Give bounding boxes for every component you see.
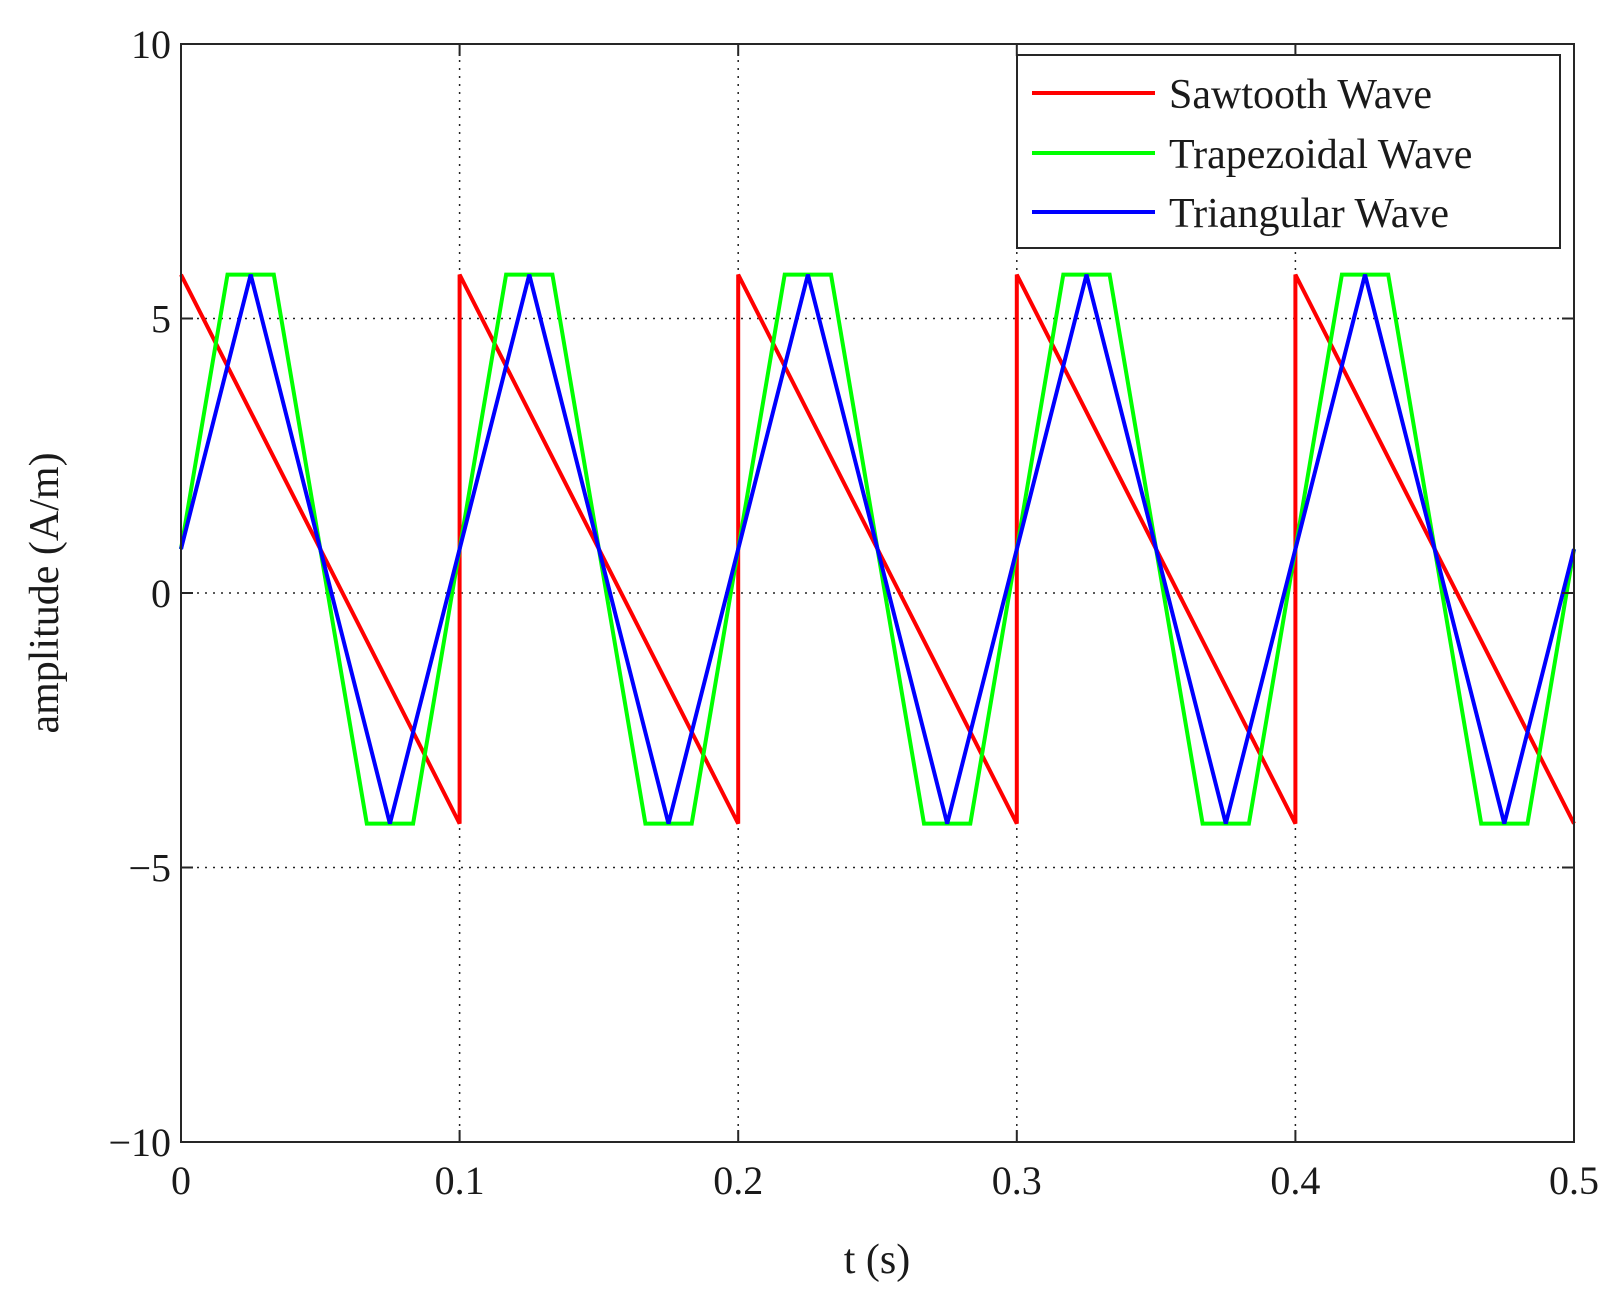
legend-label-trapezoidal: Trapezoidal Wave: [1169, 132, 1472, 178]
y-tick-label: −10: [108, 1120, 171, 1165]
x-tick-label: 0.2: [713, 1158, 763, 1203]
x-tick-label: 0.1: [435, 1158, 485, 1203]
legend-label-sawtooth: Sawtooth Wave: [1169, 72, 1432, 118]
y-tick-label: 0: [151, 571, 171, 616]
legend: Sawtooth Wave Trapezoidal Wave Triangula…: [1016, 54, 1561, 249]
y-tick-label: −5: [128, 846, 171, 891]
series-lines: [179, 272, 1576, 826]
x-axis-title: t (s): [844, 1237, 911, 1283]
y-axis-title: amplitude (A/m): [22, 452, 68, 733]
y-tick-label: 10: [131, 22, 171, 67]
grid-lines: [181, 44, 1574, 1142]
x-tick-label: 0.5: [1549, 1158, 1599, 1203]
x-tick-label: 0.3: [992, 1158, 1042, 1203]
triangular-series-line: [179, 274, 1576, 825]
x-tick-label: 0.4: [1270, 1158, 1320, 1203]
x-tick-label: 0: [171, 1158, 191, 1203]
y-tick-label: 5: [151, 297, 171, 342]
axis-ticks: 0 0.1 0.2 0.3 0.4 0.5 −10 −5 0 5 10: [108, 22, 1599, 1203]
legend-label-triangular: Triangular Wave: [1169, 191, 1449, 237]
